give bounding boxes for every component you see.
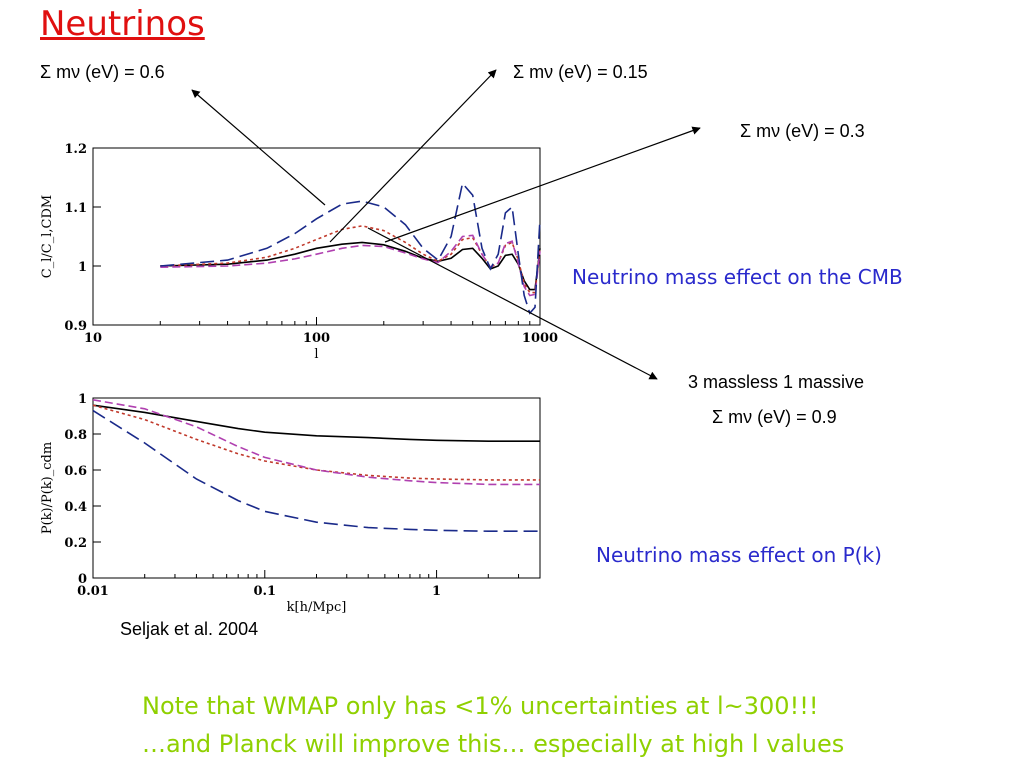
x-tick-label: 1: [432, 584, 441, 599]
y-tick-label: 0.2: [64, 536, 87, 551]
y-tick-label: 1.2: [64, 142, 87, 157]
page-title: Neutrinos: [40, 4, 205, 44]
annotation-arrow: [384, 126, 701, 243]
series-line-3: [160, 181, 541, 315]
series-line-0: [160, 241, 541, 291]
note-line1: Note that WMAP only has <1% uncertaintie…: [142, 692, 819, 720]
label-massive-line1: 3 massless 1 massive: [688, 372, 865, 392]
annotation-arrow: [191, 89, 326, 206]
series-line-2: [92, 399, 540, 486]
annotation-arrow: [367, 227, 658, 380]
note-line2: …and Planck will improve this… especiall…: [142, 730, 845, 758]
y-tick-label: 1: [78, 392, 87, 407]
y-tick-label: 0.6: [64, 464, 87, 479]
annotation-arrow: [329, 69, 497, 243]
x-tick-label: 0.01: [77, 584, 109, 599]
x-tick-label: 1000: [522, 331, 558, 346]
y-axis-label: P(k)/P(k)_cdm: [40, 442, 55, 534]
label-m06: Σ mν (eV) = 0.6: [40, 62, 165, 82]
x-axis-label: k[h/Mpc]: [287, 600, 347, 615]
x-tick-label: 0.1: [253, 584, 276, 599]
y-tick-label: 1: [78, 260, 87, 275]
caption-cmb: Neutrino mass effect on the CMB: [572, 265, 903, 289]
label-massive-line2: Σ mν (eV) = 0.9: [712, 407, 837, 427]
label-m03: Σ mν (eV) = 0.3: [740, 121, 865, 141]
caption-pk: Neutrino mass effect on P(k): [596, 543, 882, 567]
y-tick-label: 1.1: [64, 201, 87, 216]
series-line-1: [92, 404, 540, 481]
plot-frame: [92, 397, 541, 579]
y-axis-label: C_l/C_l,CDM: [40, 195, 55, 278]
x-tick-label: 10: [84, 331, 102, 346]
y-tick-label: 0: [78, 572, 87, 587]
series-line-2: [160, 234, 541, 297]
label-m015: Σ mν (eV) = 0.15: [513, 62, 648, 82]
series-line-3: [92, 409, 540, 533]
y-tick-label: 0.8: [64, 428, 87, 443]
series-line-0: [92, 404, 540, 443]
y-tick-label: 0.9: [64, 319, 87, 334]
x-axis-label: l: [314, 347, 318, 362]
x-tick-label: 100: [303, 331, 330, 346]
y-tick-label: 0.4: [64, 500, 87, 515]
citation: Seljak et al. 2004: [120, 619, 259, 639]
